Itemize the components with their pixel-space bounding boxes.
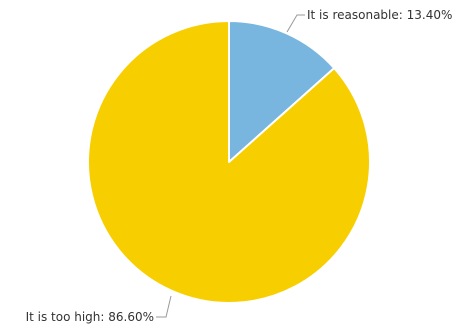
leader-line-it-is-too-high (156, 295, 172, 318)
slice-label-too-high: It is too high: 86.60% (26, 310, 154, 324)
slice-labels: It is reasonable: 13.40% It is too high:… (26, 8, 453, 324)
leader-line-it-is-reasonable (286, 14, 305, 33)
pie-slices (87, 20, 371, 304)
slice-label-reasonable: It is reasonable: 13.40% (307, 8, 452, 22)
pie-slice-it-is-too-high (87, 20, 371, 304)
label-leader-lines (156, 14, 305, 318)
pie-slice-it-is-reasonable (228, 20, 336, 163)
